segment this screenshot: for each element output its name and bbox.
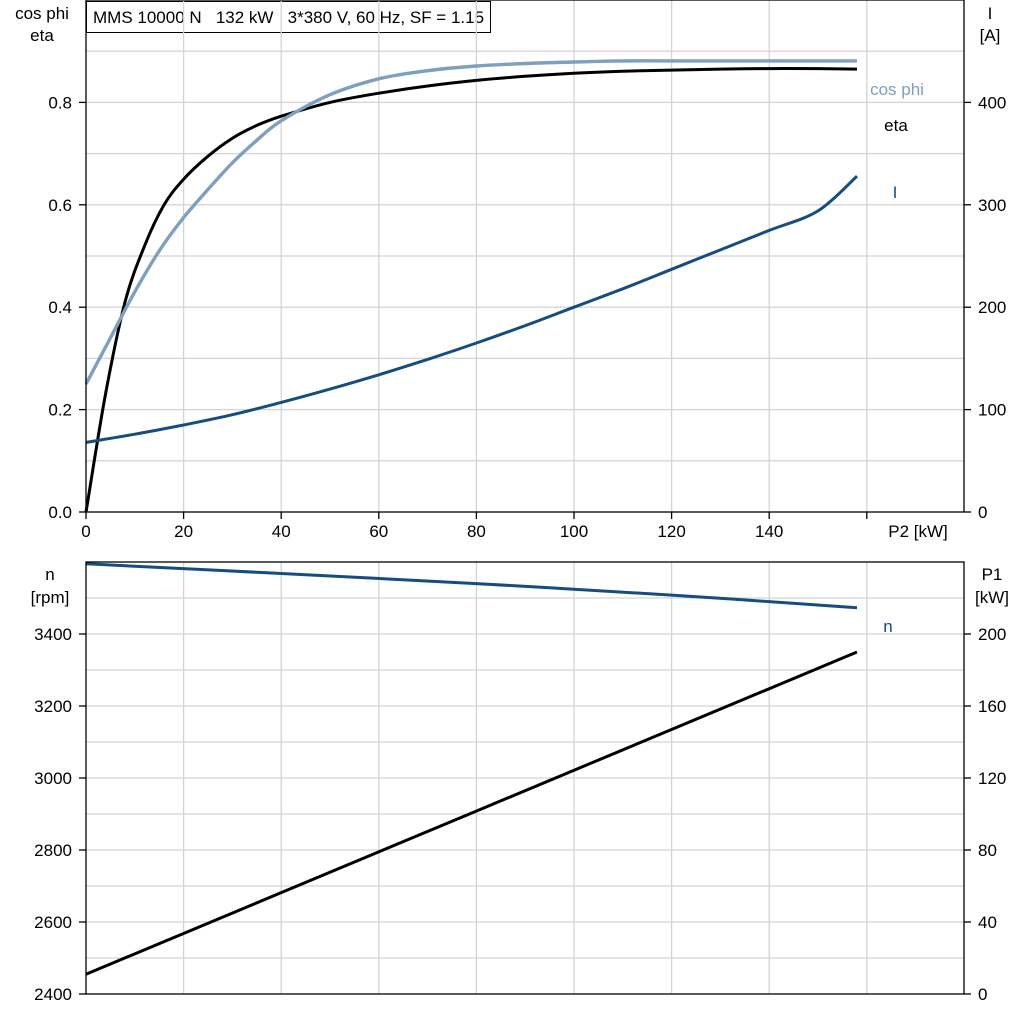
top-plot-frame: [85, 0, 965, 513]
bottom-left-axis-label-line2: [rpm]: [31, 588, 70, 607]
series-label-speed: n: [883, 617, 892, 636]
right-tick-label: 100: [978, 401, 1006, 420]
right-tick-label: 120: [978, 769, 1006, 788]
x-tick-label: 60: [369, 522, 388, 541]
left-tick-label: 0.8: [48, 93, 72, 112]
left-tick-label: 3000: [34, 769, 72, 788]
bottom-left-axis-label-line1: n: [45, 565, 54, 584]
current-curve: [85, 174, 859, 444]
right-tick-label: 200: [978, 298, 1006, 317]
left-tick-label: 0.0: [48, 503, 72, 522]
right-tick-label: 160: [978, 697, 1006, 716]
top-left-axis-label-line1: cos phi: [15, 4, 69, 23]
top-tick-labels: 0.0 0.2 0.4 0.6 0.8 0 100 200 300 400 0 20 40 60 80 100…: [48, 93, 1006, 541]
x-tick-label: 0: [81, 522, 90, 541]
top-left-axis-label-line2: eta: [30, 26, 54, 45]
right-tick-label: 400: [978, 93, 1006, 112]
cosphi-curve: [84, 59, 857, 385]
series-label-eta: eta: [884, 116, 908, 135]
x-axis-label: P2 [kW]: [888, 522, 948, 541]
series-label-current: I: [893, 183, 898, 202]
left-tick-label: 0.4: [48, 298, 72, 317]
eta-curve: [84, 67, 858, 513]
bottom-right-axis-label-line1: P1: [982, 565, 1003, 584]
right-tick-label: 0: [978, 985, 987, 1004]
x-tick-label: 20: [174, 522, 193, 541]
bottom-series-group: [85, 562, 858, 976]
x-tick-label: 140: [755, 522, 783, 541]
right-tick-label: 40: [978, 913, 997, 932]
left-tick-label: 0.6: [48, 196, 72, 215]
right-tick-label: 200: [978, 625, 1006, 644]
x-tick-label: 80: [467, 522, 486, 541]
top-right-axis-label-line1: I: [988, 4, 993, 23]
series-label-cosphi: cos phi: [870, 80, 924, 99]
speed-curve: [85, 562, 858, 610]
left-tick-label: 2600: [34, 913, 72, 932]
x-tick-label: 100: [560, 522, 588, 541]
bottom-grid: [86, 562, 964, 994]
x-tick-label: 120: [657, 522, 685, 541]
left-tick-label: 2400: [34, 985, 72, 1004]
left-tick-label: 3200: [34, 697, 72, 716]
left-tick-label: 0.2: [48, 401, 72, 420]
bottom-right-axis-label-line2: [kW]: [975, 588, 1009, 607]
right-tick-label: 80: [978, 841, 997, 860]
right-tick-label: 0: [978, 503, 987, 522]
bottom-tick-labels: 2400 2600 2800 3000 3200 3400 0 40 80 120 160 200: [34, 625, 1006, 1004]
left-tick-label: 3400: [34, 625, 72, 644]
x-tick-label: 40: [272, 522, 291, 541]
p1-curve: [85, 650, 858, 976]
top-right-axis-label-line2: [A]: [980, 26, 1001, 45]
top-series-group: [84, 59, 859, 513]
left-tick-label: 2800: [34, 841, 72, 860]
right-tick-label: 300: [978, 196, 1006, 215]
top-grid: [86, 0, 964, 512]
